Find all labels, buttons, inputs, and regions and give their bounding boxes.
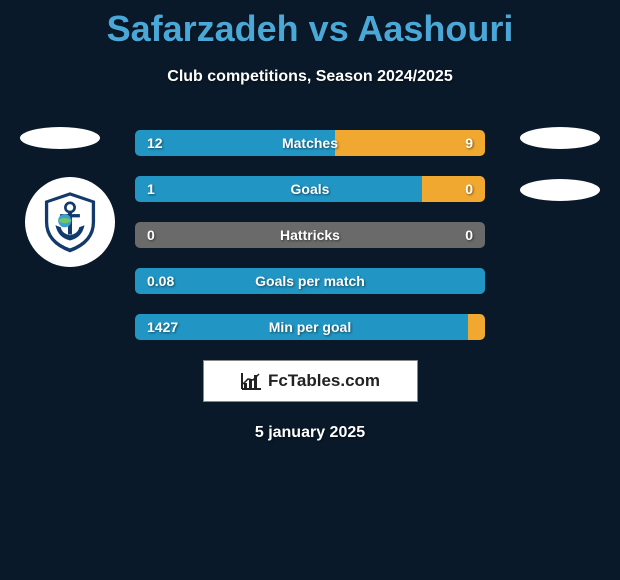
stat-label: Hattricks bbox=[135, 222, 485, 248]
stat-row: 0.08Goals per match bbox=[135, 268, 485, 294]
subtitle: Club competitions, Season 2024/2025 bbox=[0, 68, 620, 86]
player2-placeholder-top bbox=[520, 127, 600, 149]
stats-bars: 12Matches91Goals00Hattricks00.08Goals pe… bbox=[135, 130, 485, 340]
stat-label: Min per goal bbox=[135, 314, 485, 340]
stat-value-right: 9 bbox=[465, 130, 473, 156]
stat-row: 12Matches9 bbox=[135, 130, 485, 156]
player1-placeholder-top bbox=[20, 127, 100, 149]
stat-row: 1427Min per goal bbox=[135, 314, 485, 340]
club-logo bbox=[25, 177, 115, 267]
bar-chart-icon bbox=[240, 371, 262, 391]
player2-placeholder-2 bbox=[520, 179, 600, 201]
page-title: Safarzadeh vs Aashouri bbox=[0, 0, 620, 50]
stat-row: 0Hattricks0 bbox=[135, 222, 485, 248]
stat-label: Matches bbox=[135, 130, 485, 156]
stat-row: 1Goals0 bbox=[135, 176, 485, 202]
stat-label: Goals per match bbox=[135, 268, 485, 294]
brand-text: FcTables.com bbox=[268, 371, 380, 391]
stat-value-right: 0 bbox=[465, 176, 473, 202]
date-label: 5 january 2025 bbox=[0, 424, 620, 442]
stat-value-right: 0 bbox=[465, 222, 473, 248]
brand-box: FcTables.com bbox=[203, 360, 418, 402]
stat-label: Goals bbox=[135, 176, 485, 202]
anchor-shield-icon bbox=[37, 189, 103, 255]
